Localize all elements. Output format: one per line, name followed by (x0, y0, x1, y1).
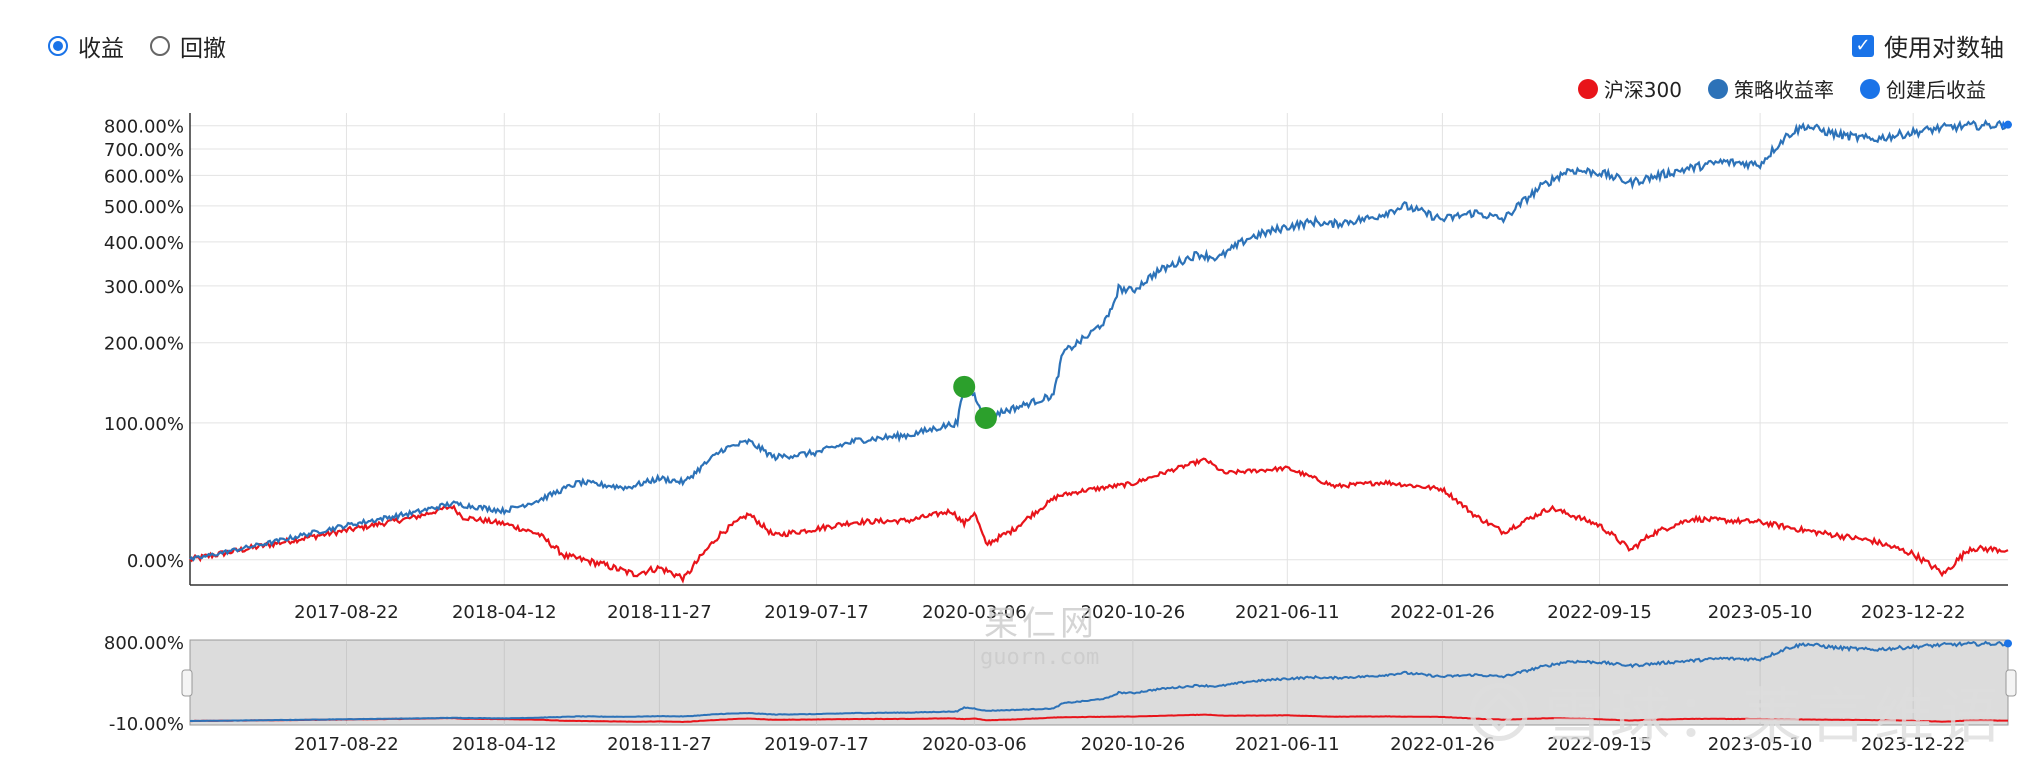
legend-swatch-after-created (1860, 78, 1880, 99)
trade-marker (953, 375, 976, 398)
y-tick-label: 200.00% (104, 334, 184, 355)
trade-marker (974, 406, 997, 429)
navigator-x-tick-label: 2018-04-12 (452, 734, 557, 755)
navigator-y-tick-label: 800.00% (104, 633, 184, 654)
log-axis-checkbox[interactable]: ✓ (1852, 34, 1874, 57)
legend-item-after-created[interactable]: 创建后收益 (1860, 74, 1986, 103)
navigator-last-point (2004, 639, 2012, 648)
x-tick-label: 2023-12-22 (1861, 602, 1966, 623)
drawdown-radio-dot[interactable] (150, 36, 170, 56)
legend-label-after-created: 创建后收益 (1886, 78, 1986, 102)
navigator-window (189, 639, 2009, 726)
navigator-x-tick-label: 2022-09-15 (1547, 734, 1652, 755)
legend-label-hs300: 沪深300 (1603, 78, 1682, 102)
x-tick-label: 2017-08-22 (294, 602, 399, 623)
y-tick-label: 300.00% (104, 277, 184, 298)
y-tick-label: 700.00% (104, 140, 184, 161)
series-line-hs300 (189, 457, 2009, 584)
watermark-site-url: guorn.com (980, 645, 1100, 670)
navigator-x-tick-label: 2019-07-17 (764, 734, 869, 755)
x-tick-label: 2020-03-06 (922, 602, 1027, 623)
navigator-x-tick-label: 2022-01-26 (1390, 734, 1495, 755)
x-tick-label: 2018-11-27 (607, 602, 712, 623)
x-tick-label: 2022-01-26 (1390, 602, 1495, 623)
view-mode-controls: 收益 回撤 (48, 28, 226, 64)
navigator-x-tick-label: 2023-05-10 (1708, 734, 1813, 755)
x-tick-label: 2023-05-10 (1708, 602, 1813, 623)
x-tick-label: 2019-07-17 (764, 602, 869, 623)
legend-label-strategy: 策略收益率 (1734, 78, 1834, 102)
navigator-right-handle (2005, 669, 2017, 697)
y-tick-label: 800.00% (104, 117, 184, 138)
y-tick-label: 0.00% (127, 551, 184, 572)
y-tick-label: 400.00% (104, 233, 184, 254)
y-tick-label: 500.00% (104, 197, 184, 218)
navigator-series-line-strategy (189, 640, 2009, 723)
chart-legend: 沪深300 策略收益率 创建后收益 (1577, 74, 1986, 103)
series-line-strategy (189, 118, 2009, 562)
log-axis-label: 使用对数轴 (1884, 34, 2004, 62)
navigator-left-handle (181, 669, 193, 697)
navigator-x-tick-label: 2018-11-27 (607, 734, 712, 755)
watermark-site-name: 果仁网 (984, 604, 1098, 644)
navigator-x-tick-label: 2023-12-22 (1861, 734, 1966, 755)
navigator-x-tick-label: 2020-03-06 (922, 734, 1027, 755)
return-radio-label: 收益 (78, 36, 124, 62)
return-radio[interactable]: 收益 (48, 29, 124, 63)
watermark-author-text: 雪球：莱言维语 (1544, 682, 2006, 752)
return-radio-dot[interactable] (48, 36, 68, 56)
navigator-x-tick-label: 2020-10-26 (1081, 734, 1186, 755)
x-tick-label: 2022-09-15 (1547, 602, 1652, 623)
y-tick-label: 600.00% (104, 166, 184, 187)
navigator-y-tick-label: -10.00% (109, 714, 184, 735)
drawdown-radio-label: 回撤 (180, 36, 226, 62)
log-axis-toggle[interactable]: ✓ 使用对数轴 (1852, 28, 2004, 63)
legend-item-hs300[interactable]: 沪深300 (1577, 74, 1682, 103)
last-value-point (2004, 120, 2012, 129)
navigator-x-tick-label: 2021-06-11 (1235, 734, 1340, 755)
legend-item-strategy[interactable]: 策略收益率 (1708, 74, 1834, 103)
main-grid (190, 113, 2008, 585)
x-tick-label: 2021-06-11 (1235, 602, 1340, 623)
drawdown-radio[interactable]: 回撤 (150, 29, 226, 63)
xueqiu-logo-icon (1470, 682, 1528, 741)
y-tick-label: 100.00% (104, 414, 184, 435)
legend-swatch-hs300 (1577, 78, 1598, 99)
legend-swatch-strategy (1708, 78, 1728, 99)
navigator-x-tick-label: 2017-08-22 (294, 734, 399, 755)
x-tick-label: 2018-04-12 (452, 602, 557, 623)
x-tick-label: 2020-10-26 (1081, 602, 1186, 623)
watermark-author: 雪球：莱言维语 (1470, 668, 2006, 755)
